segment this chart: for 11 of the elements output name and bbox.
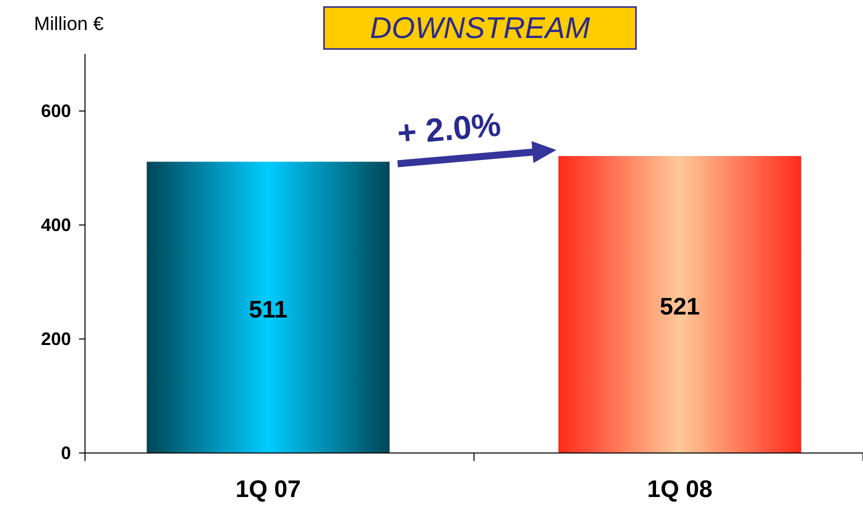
chart-title: DOWNSTREAM	[370, 12, 590, 45]
annotation: + 2.0%	[396, 106, 502, 152]
x-tick-label: 1Q 08	[647, 476, 713, 503]
y-tick-label: 200	[40, 328, 71, 349]
x-tick-label: 1Q 07	[235, 476, 301, 503]
y-tick-label: 0	[60, 442, 71, 463]
y-tick-label: 400	[40, 214, 71, 235]
y-tick-label: 600	[40, 100, 71, 121]
data-label: 511	[248, 296, 288, 324]
data-label: 521	[660, 294, 700, 321]
y-axis-title: Million €	[34, 14, 104, 35]
